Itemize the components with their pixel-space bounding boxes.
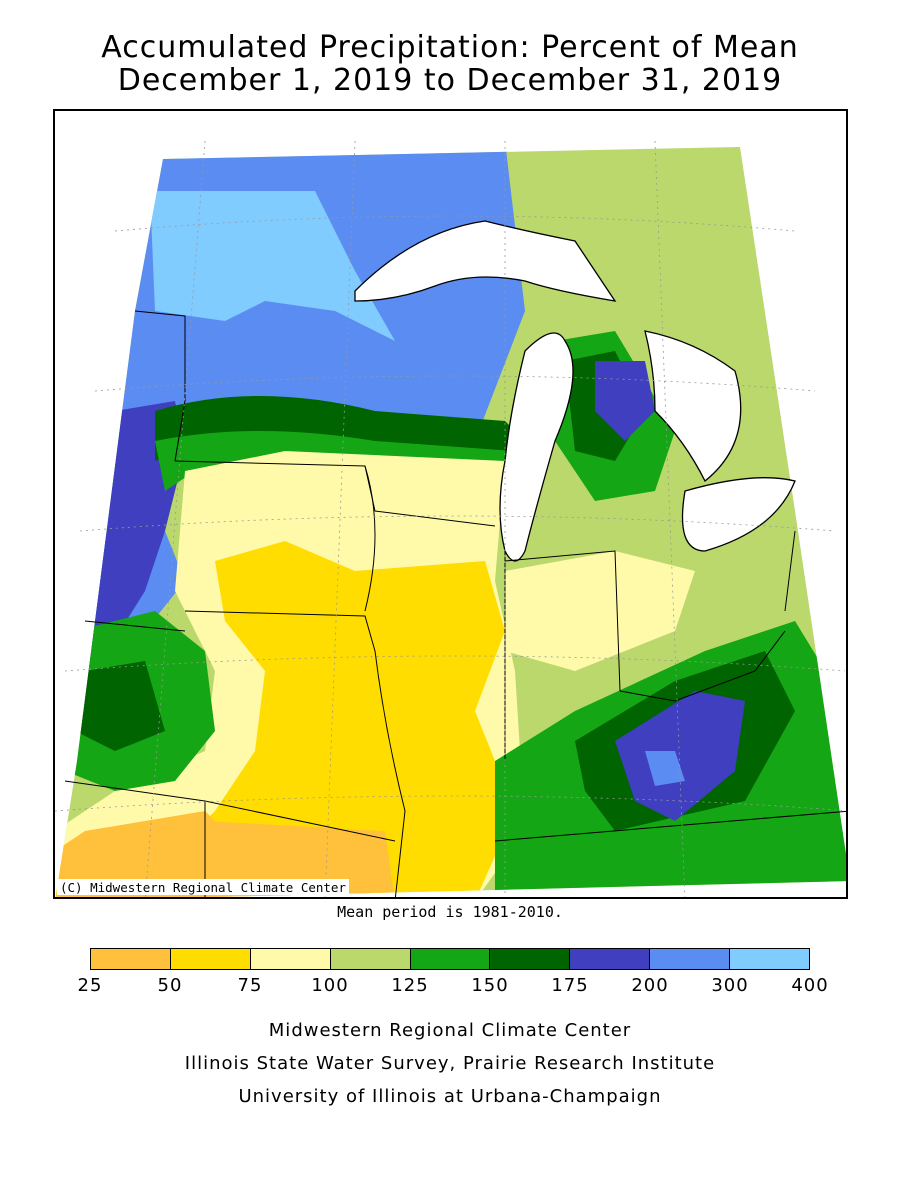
- legend-tick-label: 25: [77, 975, 103, 996]
- legend-tick-label: 100: [311, 975, 349, 996]
- legend-swatch: [490, 949, 571, 969]
- map-title: Accumulated Precipitation: Percent of Me…: [101, 30, 799, 65]
- legend-swatch: [170, 949, 251, 969]
- credit-survey: Illinois State Water Survey, Prairie Res…: [184, 1053, 716, 1074]
- credit-university: University of Illinois at Urbana-Champai…: [238, 1086, 662, 1107]
- legend-tick-label: 200: [631, 975, 669, 996]
- lake-erie-shape: [681, 477, 796, 552]
- color-legend: [90, 948, 810, 970]
- map-date-range: December 1, 2019 to December 31, 2019: [117, 63, 783, 98]
- legend-labels: 25 50 75 100 125 150 175 200 300 400: [0, 975, 900, 999]
- legend-tick-label: 300: [711, 975, 749, 996]
- legend-tick-label: 50: [157, 975, 183, 996]
- graticule: [55, 140, 846, 897]
- precipitation-map: (C) Midwestern Regional Climate Center: [53, 109, 848, 899]
- state-borders: [64, 310, 846, 897]
- legend-tick-label: 150: [471, 975, 509, 996]
- legend-tick-label: 400: [791, 975, 829, 996]
- legend-swatch: [330, 949, 411, 969]
- legend-tick-label: 175: [551, 975, 589, 996]
- legend-swatch: [730, 949, 810, 969]
- mean-period-note: Mean period is 1981-2010.: [337, 903, 563, 921]
- map-graphic: [55, 140, 846, 897]
- lake-huron-shape: [644, 330, 742, 483]
- credit-center: Midwestern Regional Climate Center: [268, 1020, 632, 1041]
- legend-swatch: [650, 949, 731, 969]
- lake-superior-shape: [354, 220, 617, 302]
- legend-swatch: [570, 949, 651, 969]
- copyright-label: (C) Midwestern Regional Climate Center: [57, 879, 349, 895]
- legend-tick-label: 75: [237, 975, 263, 996]
- legend-swatch: [410, 949, 491, 969]
- legend-tick-label: 125: [391, 975, 429, 996]
- legend-swatch: [250, 949, 331, 969]
- legend-swatch: [91, 949, 171, 969]
